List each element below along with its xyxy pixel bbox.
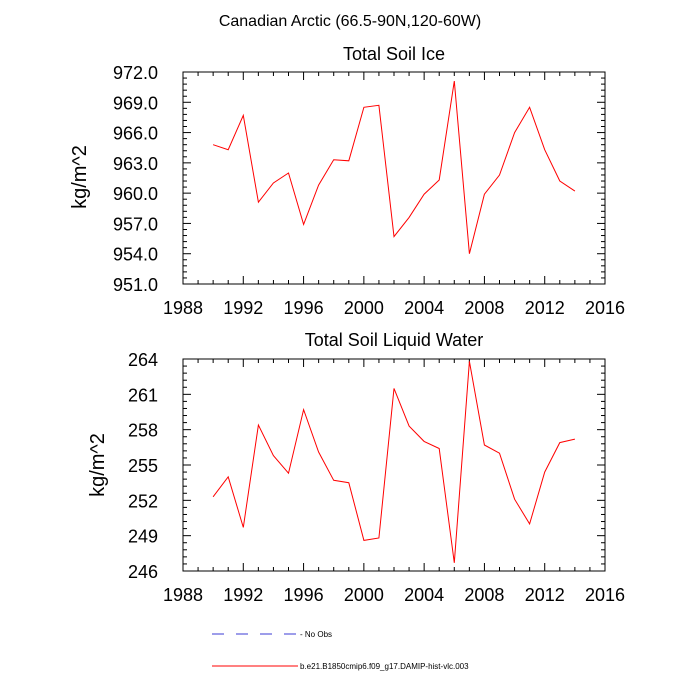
y-tick-label: 951.0 [113,275,158,295]
y-tick-label: 246 [128,562,158,582]
x-tick-label: 2008 [464,298,504,318]
plot-frame [182,71,606,285]
y-tick-label: 252 [128,491,158,511]
panel-title: Total Soil Ice [343,44,445,64]
series-line [212,361,576,563]
x-tick-label: 1996 [284,298,324,318]
x-tick-label: 2016 [585,298,625,318]
x-tick-label: 2004 [404,298,444,318]
legend: - No Obs b.e21.B1850cmip6.f09_g17.DAMIP-… [212,630,469,671]
y-tick-label: 249 [128,527,158,547]
x-tick-label: 1988 [163,585,203,605]
x-tick-label: 1992 [223,298,263,318]
y-axis-label: kg/m^2 [87,433,109,497]
y-tick-label: 966.0 [113,124,158,144]
x-tick-label: 2012 [525,585,565,605]
x-tick-label: 1992 [223,585,263,605]
y-tick-label: 258 [128,421,158,441]
y-tick-label: 261 [128,385,158,405]
x-tick-label: 2016 [585,585,625,605]
y-tick-label: 972.0 [113,63,158,83]
y-tick-label: 954.0 [113,245,158,265]
panel-total-soil-liquid-water: Total Soil Liquid Water kg/m^2 1988 1992 1… [87,330,625,605]
x-tick-label: 2012 [525,298,565,318]
panel-title: Total Soil Liquid Water [305,330,483,350]
y-tick-label: 969.0 [113,93,158,113]
y-tick-label: 255 [128,456,158,476]
y-tick-label: 960.0 [113,184,158,204]
x-tick-label: 2008 [464,585,504,605]
y-tick-label: 264 [128,350,158,370]
legend-label-model: b.e21.B1850cmip6.f09_g17.DAMIP-hist-vlc.… [300,662,469,671]
figure-title: Canadian Arctic (66.5-90N,120-60W) [219,13,481,30]
y-tick-label: 963.0 [113,154,158,174]
x-tick-label: 2004 [404,585,444,605]
series-line [212,81,576,254]
x-tick-label: 2000 [344,585,384,605]
legend-label-no-obs: - No Obs [300,630,332,639]
x-tick-label: 1996 [284,585,324,605]
x-tick-label: 2000 [344,298,384,318]
x-tick-label: 1988 [163,298,203,318]
panel-total-soil-ice: Total Soil Ice kg/m^2 1988 1992 1996 2000 20… [69,44,625,318]
y-tick-label: 957.0 [113,214,158,234]
y-axis-label: kg/m^2 [69,145,91,209]
